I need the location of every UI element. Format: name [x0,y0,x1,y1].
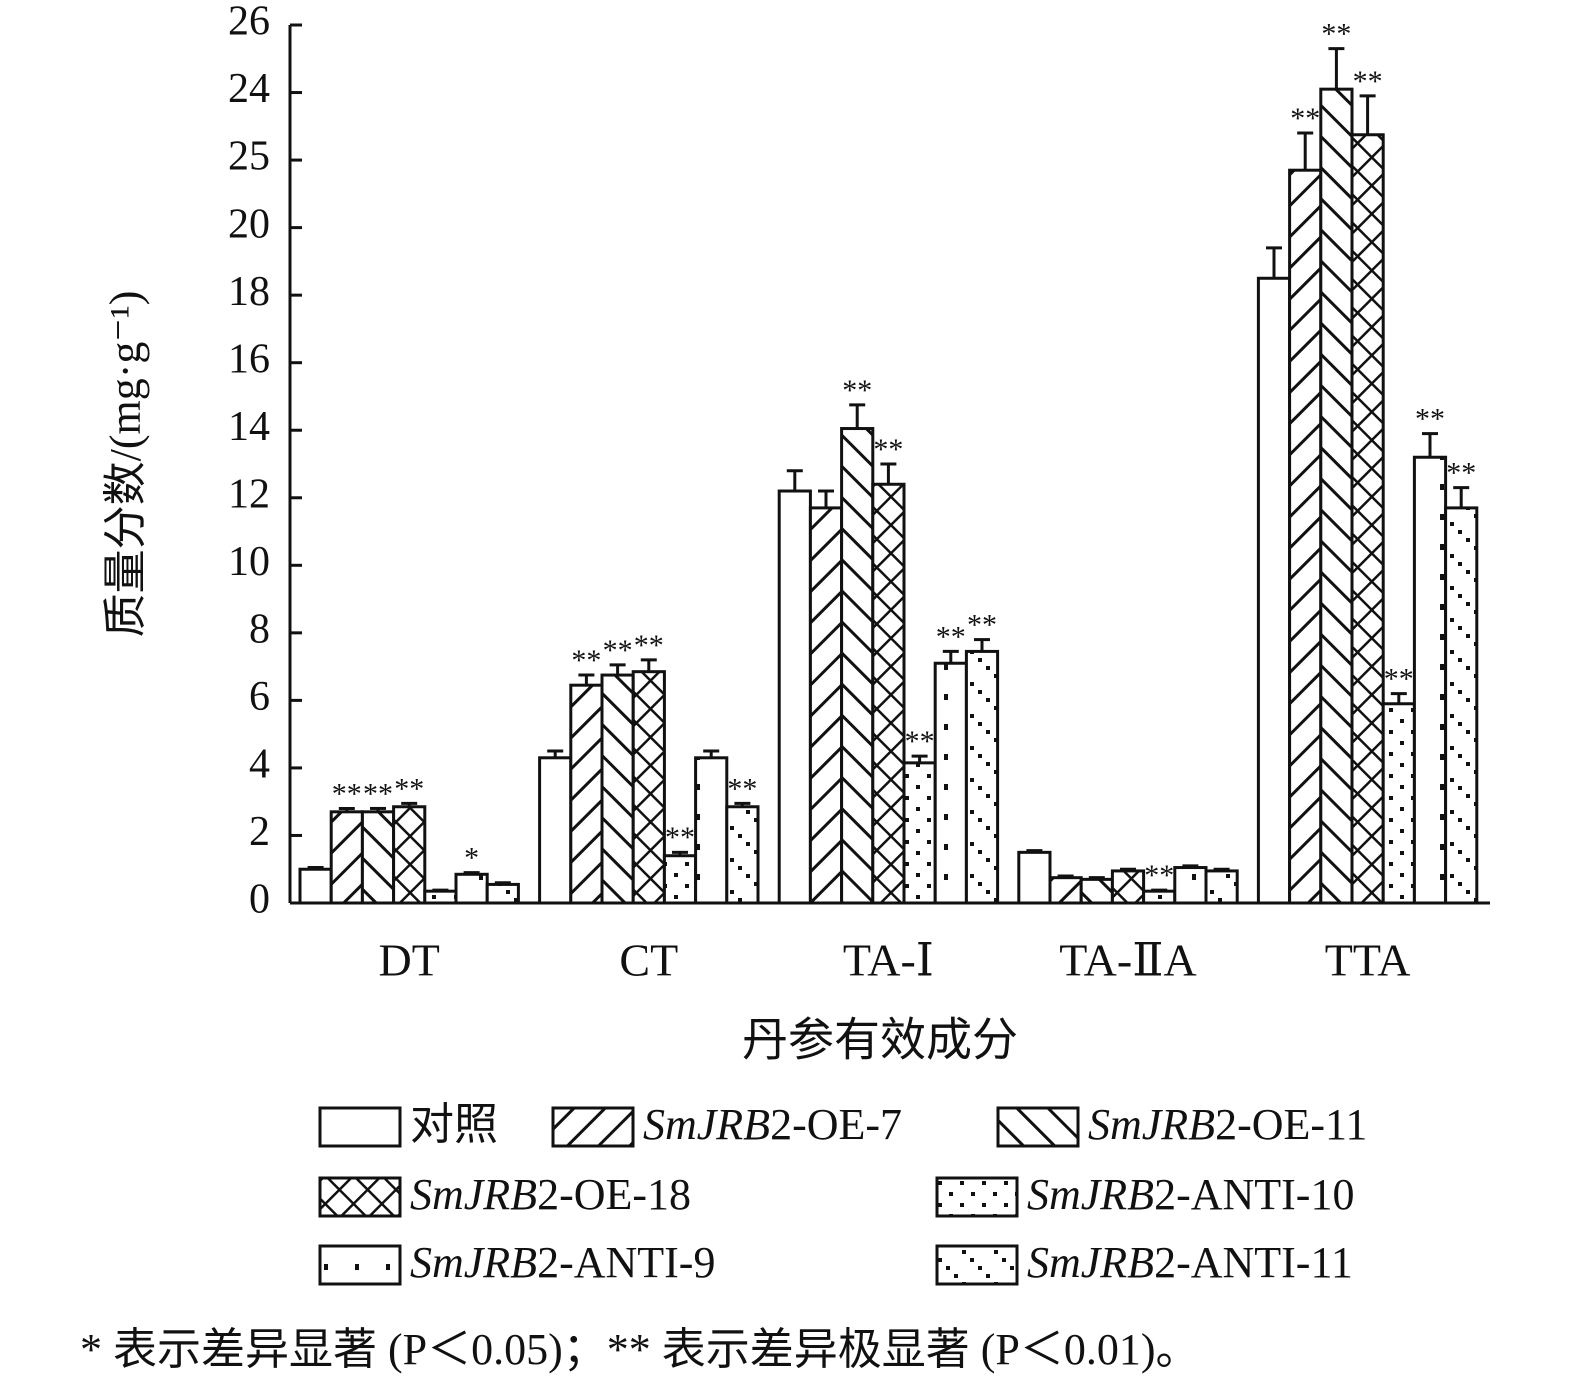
y-tick-label: 14 [228,404,270,450]
y-tick-label: 16 [228,336,270,382]
significance-label: ** [1321,18,1351,51]
significance-label: ** [603,634,633,667]
bar [392,805,427,905]
x-tick-label: TTA [1325,935,1411,986]
bar [902,761,937,905]
significance-label: ** [1384,663,1414,696]
legend-swatch [551,1106,635,1148]
y-tick-label: 18 [228,269,270,315]
significance-label: ** [1415,402,1445,435]
bar [298,867,333,905]
y-tick-label: 26 [228,0,270,45]
x-tick-label: DT [379,935,440,986]
bar [423,889,458,905]
x-tick-label: TA-ⅡA [1059,935,1196,986]
y-tick-label: 24 [228,66,270,112]
bar [964,649,1000,905]
bar [1142,889,1177,905]
legend-swatch [935,1244,1019,1286]
bar [1444,506,1479,905]
legend-label: SmJRB2-ANTI-10 [1027,1170,1354,1219]
legend-swatch [996,1106,1080,1148]
legend-swatch [935,1176,1019,1218]
significance-label: ** [634,629,664,662]
legend-swatch [318,1106,402,1148]
legend-label: 对照 [410,1100,498,1149]
y-tick-label: 8 [249,606,270,652]
bar [569,683,604,905]
significance-label: ** [842,374,872,407]
bar [360,810,396,905]
bar [1381,702,1416,905]
bar [454,872,489,905]
significance-label: ** [727,772,757,805]
significance-label: ** [936,620,966,653]
bar [933,661,968,905]
bar [1048,876,1083,905]
bar [485,882,520,905]
y-axis-label: 质量分数/(mg·g⁻¹) [101,291,150,638]
bar [1288,168,1323,905]
legend-label: SmJRB2-ANTI-9 [410,1238,715,1287]
legend-label: SmJRB2-ANTI-11 [1027,1238,1353,1287]
x-tick-label: TA-Ⅰ [843,935,934,986]
x-axis-label: 丹参有效成分 [742,1015,1018,1066]
y-tick-label: 6 [249,674,270,720]
y-tick-label: 2 [249,809,270,855]
y-tick-label: 12 [228,471,270,517]
bar [662,854,698,905]
significance-label: ** [363,777,393,810]
significance-label: ** [1353,65,1383,98]
bar [1256,276,1292,905]
y-tick-label: 25 [228,134,270,180]
legend-label: SmJRB2-OE-7 [643,1100,902,1149]
bar [1079,877,1114,905]
bar [777,489,812,905]
significance-label: ** [1144,859,1174,892]
bar [631,670,666,905]
bar [1110,869,1146,905]
bar [1319,87,1354,905]
bar [871,482,906,905]
bar [808,506,844,905]
bar [600,673,635,905]
significance-label: * [464,841,479,874]
y-tick-label: 10 [228,539,270,585]
significance-label: ** [1446,457,1476,490]
bar [1412,455,1448,905]
legend-swatch [318,1244,402,1286]
y-tick-label: 4 [249,742,270,788]
bar [725,805,760,905]
x-tick-label: CT [619,935,678,986]
significance-label: ** [571,644,601,677]
significance-label: ** [873,433,903,466]
footnote: * 表示差异显著 (P＜0.05)；** 表示差异极显著 (P＜0.01)。 [80,1325,1200,1374]
significance-label: ** [665,821,695,854]
y-tick-label: 20 [228,201,270,247]
bar [694,756,729,905]
legend-swatch [318,1176,402,1218]
significance-label: ** [332,777,362,810]
significance-label: ** [967,608,997,641]
bar [1204,869,1239,905]
significance-label: ** [905,725,935,758]
bar [1173,866,1208,905]
bar [1350,133,1385,905]
legend-label: SmJRB2-OE-18 [410,1170,691,1219]
y-tick-label: 0 [249,877,270,923]
bar [538,756,573,905]
legend-label: SmJRB2-OE-11 [1088,1100,1367,1149]
bar [329,810,364,905]
significance-label: ** [394,772,424,805]
significance-label: ** [1290,102,1320,135]
bar [1017,850,1052,905]
bar [840,427,875,905]
